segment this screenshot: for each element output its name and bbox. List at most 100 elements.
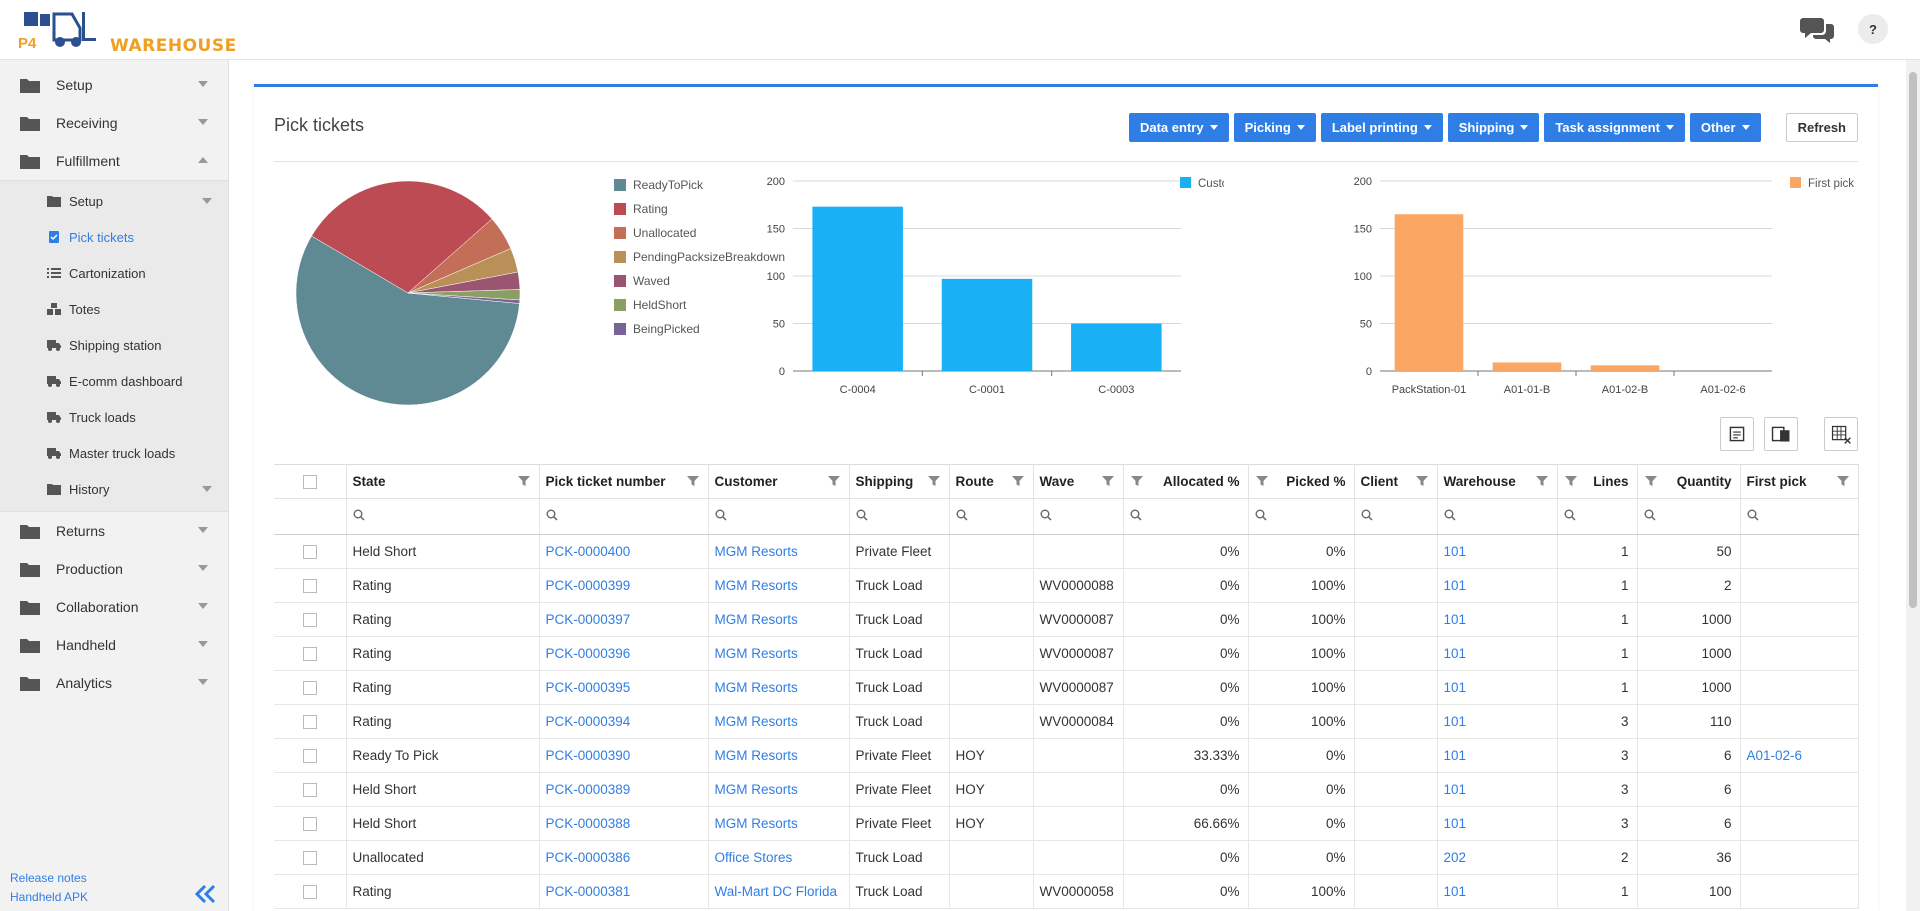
cell-warehouse[interactable]: 101 [1437,602,1558,637]
sidebar-item-setup[interactable]: Setup [0,66,228,104]
sidebar-subitem-cartonization[interactable]: Cartonization [0,255,228,291]
bar-c-0003[interactable] [1071,323,1162,372]
cell-pick-ticket-number[interactable]: PCK-0000395 [539,670,709,705]
cell-customer[interactable]: Office Stores [708,840,850,875]
handheld-apk-link[interactable]: Handheld APK [10,890,89,904]
cell-warehouse[interactable]: 101 [1437,568,1558,603]
row-checkbox[interactable] [302,612,317,627]
cell-warehouse[interactable]: 202 [1437,840,1558,875]
label-printing-button[interactable]: Label printing [1320,113,1443,142]
row-checkbox[interactable] [302,884,317,899]
row-checkbox[interactable] [302,544,317,559]
row-checkbox[interactable] [302,680,317,695]
cell-first-pick[interactable]: A01-02-6 [1740,738,1859,773]
filter-input-warehouse[interactable] [1437,498,1558,535]
filter-input-route[interactable] [949,498,1034,535]
task-assignment-button[interactable]: Task assignment [1544,113,1685,142]
column-header-lines[interactable]: Lines [1557,464,1638,499]
pie-slice-rating[interactable] [311,180,493,294]
cell-customer[interactable]: MGM Resorts [708,772,850,807]
column-header-route[interactable]: Route [949,464,1034,499]
column-header-allocated[interactable]: Allocated % [1123,464,1249,499]
picking-button[interactable]: Picking [1233,113,1316,142]
filter-input-state[interactable] [346,498,540,535]
legend-label[interactable]: Customers [1198,178,1224,190]
cell-pick-ticket-number[interactable]: PCK-0000388 [539,806,709,841]
filter-icon[interactable] [517,474,531,488]
bar-a01-02-b[interactable] [1590,365,1660,371]
filter-icon[interactable] [1836,474,1850,488]
cell-warehouse[interactable]: 101 [1437,704,1558,739]
sidebar-subitem-pick-tickets[interactable]: Pick tickets [0,219,228,255]
row-checkbox[interactable] [302,646,317,661]
table-row[interactable]: Rating PCK-0000399 MGM Resorts Truck Load WV… [274,568,1859,603]
filter-icon[interactable] [1415,474,1429,488]
filter-icon[interactable] [827,474,841,488]
cell-pick-ticket-number[interactable]: PCK-0000396 [539,636,709,671]
data-entry-button[interactable]: Data entry [1128,113,1229,142]
sidebar-item-production[interactable]: Production [0,550,228,588]
filter-input-customer[interactable] [708,498,850,535]
table-row[interactable]: Rating PCK-0000395 MGM Resorts Truck Load WV… [274,670,1859,705]
cell-customer[interactable]: Wal-Mart DC Florida [708,874,850,909]
pie-slice-beingpicked[interactable] [407,292,521,304]
cell-pick-ticket-number[interactable]: PCK-0000389 [539,772,709,807]
cell-customer[interactable]: MGM Resorts [708,636,850,671]
cell-customer[interactable]: MGM Resorts [708,670,850,705]
cell-pick-ticket-number[interactable]: PCK-0000394 [539,704,709,739]
sidebar-subitem-master-truck-loads[interactable]: Master truck loads [0,435,228,471]
chat-icon[interactable] [1800,14,1836,44]
bar-a01-01-b[interactable] [1492,362,1562,371]
sidebar-subitem-truck-loads[interactable]: Truck loads [0,399,228,435]
cell-warehouse[interactable]: 101 [1437,636,1558,671]
filter-input-pick-ticket-number[interactable] [539,498,709,535]
clear-grid-icon[interactable] [1824,417,1858,451]
sidebar-subitem-totes[interactable]: Totes [0,291,228,327]
cell-customer[interactable]: MGM Resorts [708,568,850,603]
row-checkbox[interactable] [302,816,317,831]
bar-packstation-01[interactable] [1394,214,1464,371]
cell-warehouse[interactable]: 101 [1437,534,1558,569]
column-header-first-pick[interactable]: First pick [1740,464,1859,499]
cell-customer[interactable]: MGM Resorts [708,602,850,637]
shipping-button[interactable]: Shipping [1447,113,1540,142]
filter-icon[interactable] [686,474,700,488]
table-row[interactable]: Rating PCK-0000397 MGM Resorts Truck Load WV… [274,602,1859,637]
legend-item[interactable]: PendingPacksizeBreakdown [614,245,785,269]
cell-customer[interactable]: MGM Resorts [708,534,850,569]
cell-warehouse[interactable]: 101 [1437,772,1558,807]
column-header-pick-ticket-number[interactable]: Pick ticket number [539,464,709,499]
row-checkbox[interactable] [302,748,317,763]
cell-pick-ticket-number[interactable]: PCK-0000399 [539,568,709,603]
filter-input-quantity[interactable] [1637,498,1741,535]
filter-icon[interactable] [1101,474,1115,488]
filter-icon[interactable] [1011,474,1025,488]
select-all-checkbox[interactable] [302,474,317,489]
cell-pick-ticket-number[interactable]: PCK-0000381 [539,874,709,909]
sidebar-subitem-ecomm-dashboard[interactable]: E-comm dashboard [0,363,228,399]
bar-c-0004[interactable] [812,206,903,371]
table-row[interactable]: Rating PCK-0000396 MGM Resorts Truck Load WV… [274,636,1859,671]
filter-icon[interactable] [1130,474,1144,488]
filter-input-shipping[interactable] [849,498,950,535]
cell-warehouse[interactable]: 101 [1437,670,1558,705]
help-button[interactable]: ? [1858,14,1888,44]
sidebar-subitem-history[interactable]: History [0,471,228,507]
sidebar-item-analytics[interactable]: Analytics [0,664,228,702]
legend-item[interactable]: HeldShort [614,293,785,317]
cell-customer[interactable]: MGM Resorts [708,738,850,773]
table-row[interactable]: Ready To Pick PCK-0000390 MGM Resorts Priva… [274,738,1859,773]
app-logo[interactable]: P4 WAREHOUSE [18,10,236,56]
scrollbar-thumb[interactable] [1909,72,1917,608]
release-notes-link[interactable]: Release notes [10,871,87,885]
filter-icon[interactable] [1644,474,1658,488]
sidebar-item-handheld[interactable]: Handheld [0,626,228,664]
refresh-button[interactable]: Refresh [1785,113,1858,142]
table-row[interactable]: Rating PCK-0000381 Wal-Mart DC Florida Truc… [274,874,1859,909]
filter-input-lines[interactable] [1557,498,1638,535]
filter-icon[interactable] [1564,474,1578,488]
filter-icon[interactable] [1255,474,1269,488]
sidebar-subitem-setup[interactable]: Setup [0,183,228,219]
collapse-sidebar-icon[interactable] [194,883,218,905]
legend-item[interactable]: Unallocated [614,221,785,245]
